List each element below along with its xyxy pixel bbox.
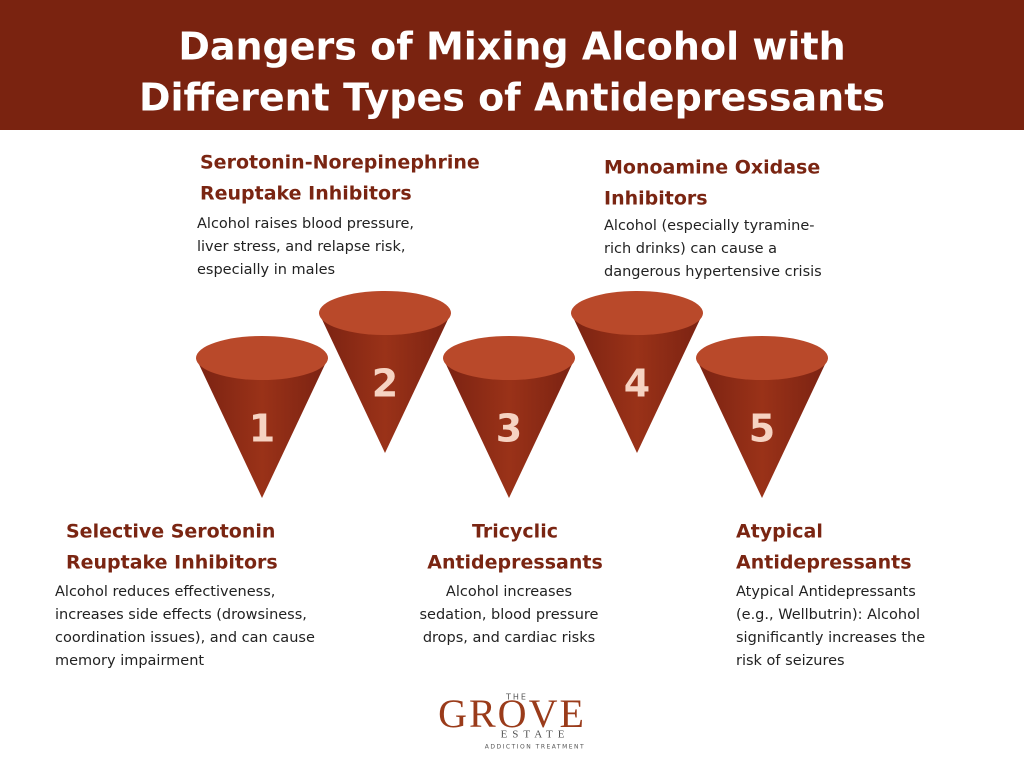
cone-top — [319, 291, 451, 335]
item-description: dangerous hypertensive crisis — [604, 264, 822, 280]
logo-tagline: ADDICTION TREATMENT — [485, 744, 585, 751]
cone-top — [196, 336, 328, 380]
step-number: 4 — [624, 362, 650, 406]
logo-name: GROVE — [438, 691, 586, 736]
item-description: Alcohol raises blood pressure, — [197, 216, 414, 232]
item-heading: Monoamine Oxidase — [604, 157, 820, 179]
item-description: Alcohol reduces effectiveness, — [55, 584, 275, 600]
cone — [443, 358, 575, 498]
item-description: significantly increases the — [736, 630, 925, 646]
item-description: sedation, blood pressure — [420, 607, 599, 623]
item-heading: Serotonin-Norepinephrine — [200, 152, 480, 174]
item-heading: Tricyclic — [472, 521, 558, 543]
cone — [319, 313, 451, 453]
cone — [196, 358, 328, 498]
item-description: especially in males — [197, 262, 335, 278]
logo-sub: ESTATE — [501, 729, 570, 741]
item-description: drops, and cardiac risks — [423, 630, 595, 646]
cone-top — [443, 336, 575, 380]
item-description: liver stress, and relapse risk, — [197, 239, 405, 255]
step-number: 2 — [372, 362, 398, 406]
item-description: Alcohol increases — [446, 584, 572, 600]
header-band — [0, 0, 1024, 130]
item-heading: Atypical — [736, 521, 823, 543]
item-heading: Antidepressants — [427, 552, 603, 574]
item-heading: Antidepressants — [736, 552, 912, 574]
cone — [571, 313, 703, 453]
logo: THE GROVE ESTATE ADDICTION TREATMENT — [438, 691, 586, 751]
item-description: rich drinks) can cause a — [604, 241, 777, 257]
item-heading: Selective Serotonin — [66, 521, 275, 543]
item-heading: Reuptake Inhibitors — [66, 552, 278, 574]
title: Dangers of Mixing Alcohol with — [178, 25, 845, 69]
item-description: memory impairment — [55, 653, 204, 669]
step-number: 3 — [496, 407, 522, 451]
step-number: 1 — [249, 407, 275, 451]
item-description: risk of seizures — [736, 653, 845, 669]
item-description: Atypical Antidepressants — [736, 584, 916, 600]
item-description: coordination issues), and can cause — [55, 630, 315, 646]
cone — [696, 358, 828, 498]
logo-top: THE — [505, 693, 528, 702]
item-heading: Reuptake Inhibitors — [200, 183, 412, 205]
item-heading: Inhibitors — [604, 188, 708, 210]
item-description: Alcohol (especially tyramine- — [604, 218, 815, 234]
item-description: increases side effects (drowsiness, — [55, 607, 307, 623]
step-number: 5 — [749, 407, 775, 451]
cone-top — [571, 291, 703, 335]
item-description: (e.g., Wellbutrin): Alcohol — [736, 607, 920, 623]
title: Different Types of Antidepressants — [139, 76, 885, 120]
cone-top — [696, 336, 828, 380]
